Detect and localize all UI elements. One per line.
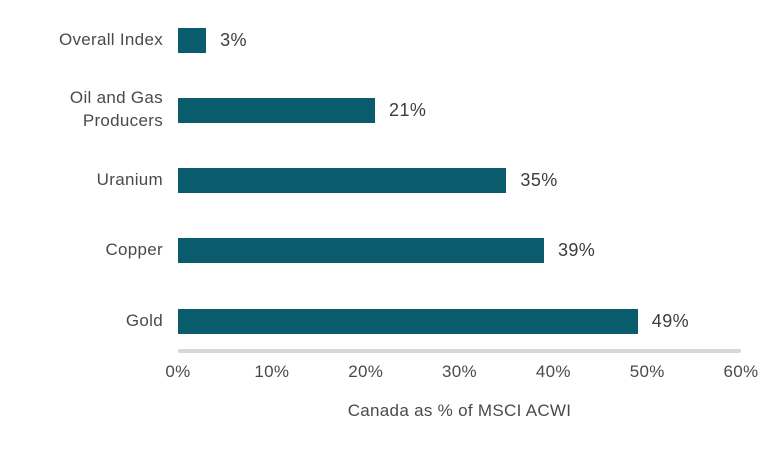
- value-label: 35%: [520, 170, 558, 190]
- bar: [178, 238, 544, 264]
- x-axis-line: [178, 349, 741, 353]
- bar: [178, 308, 638, 334]
- x-tick-label: 40%: [535, 362, 571, 381]
- bar: [178, 27, 207, 53]
- x-tick-label: 60%: [723, 362, 759, 381]
- category-label: Overall Index: [58, 29, 163, 49]
- category-label: Uranium: [96, 170, 163, 190]
- x-tick-label: 20%: [348, 362, 384, 381]
- category-label: Gold: [125, 310, 163, 330]
- x-tick-label: 0%: [165, 362, 191, 381]
- value-label: 49%: [651, 310, 690, 331]
- value-label: 39%: [557, 240, 596, 261]
- x-tick-label: 10%: [254, 362, 290, 381]
- x-axis-title: Canada as % of MSCI ACWI: [347, 401, 572, 420]
- bar: [178, 168, 507, 193]
- bar: [178, 97, 376, 123]
- category-label: Oil and Gas Producers: [69, 88, 163, 131]
- category-label: Copper: [105, 240, 163, 260]
- value-label: 21%: [389, 99, 427, 120]
- value-label: 3%: [220, 29, 247, 50]
- x-tick-label: 30%: [442, 362, 477, 381]
- x-tick-label: 50%: [629, 362, 665, 381]
